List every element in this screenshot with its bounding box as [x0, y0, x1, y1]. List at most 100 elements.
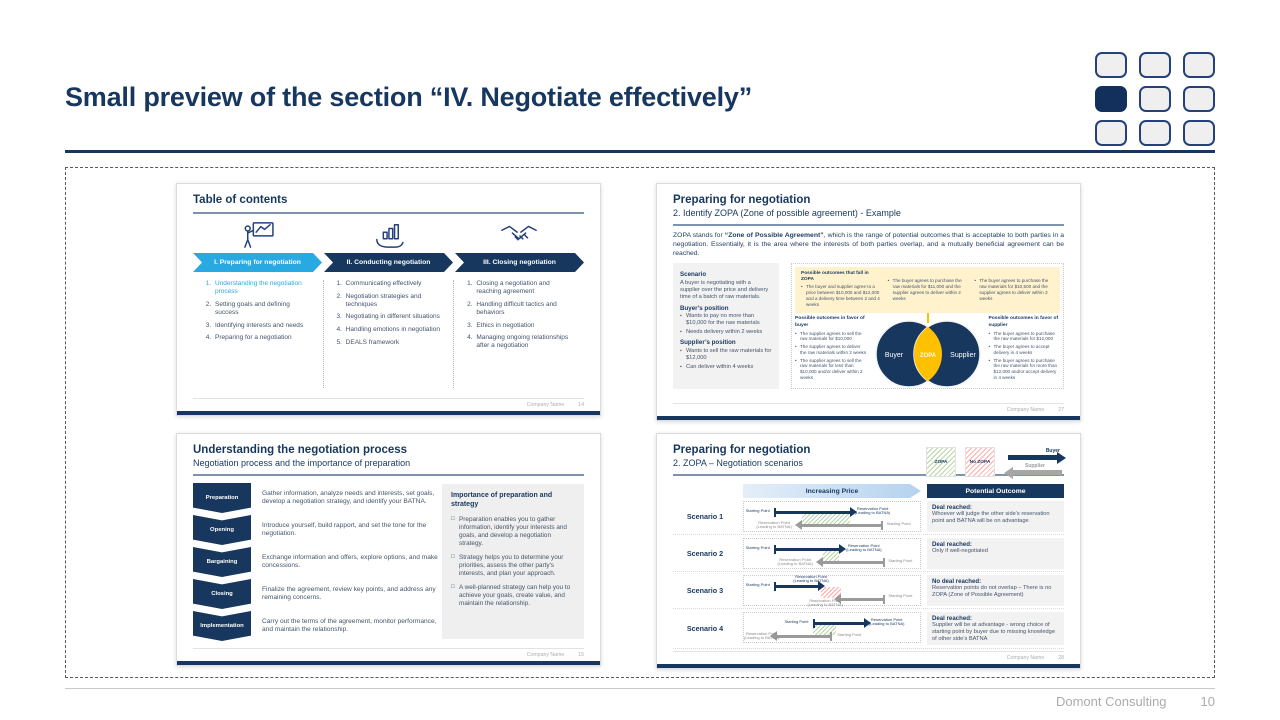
reservation-point-label: Reservation Point (Leading to BATNA) — [793, 573, 829, 584]
mini-slide-footer: Company Name 14 — [193, 398, 584, 408]
scenario-title: Scenario — [680, 271, 707, 279]
stage-desc: Introduce yourself, build rapport, and s… — [262, 521, 427, 537]
toc-banner-row: I. Preparing for negotiation II. Conduct… — [193, 253, 584, 272]
grid-cell — [1139, 120, 1171, 146]
buyer-arrow — [773, 507, 857, 517]
zopa-bullet: The buyer and supplier agree to a price … — [801, 284, 881, 307]
reservation-point-label: Reservation Point (Leading to BATNA) — [854, 505, 891, 516]
preview-slide-scenarios[interactable]: Preparing for negotiation 2. ZOPA – Nego… — [656, 433, 1081, 669]
stage-desc: Exchange information and offers, explore… — [262, 553, 438, 569]
list-item: Negotiating in different situations — [344, 313, 445, 321]
supplier-arrow — [833, 594, 885, 604]
buyer-position-title: Buyer’s position — [680, 304, 729, 312]
legend-zopa-swatch: ZOPA — [926, 447, 956, 477]
stage-row: Closing Finalize the agreement, review k… — [193, 579, 584, 609]
preview-slide-zopa-example[interactable]: Preparing for negotiation 2. Identify ZO… — [656, 183, 1081, 421]
outcome-box: No deal reached: Reservation points do no… — [927, 574, 1064, 606]
stage-row: Bargaining Exchange information and offe… — [193, 547, 584, 577]
handshake-icon — [500, 225, 537, 241]
grid-cell — [1139, 86, 1171, 112]
supplier-arrow — [770, 631, 832, 641]
list-item: The buyer agrees to purchase the raw mat… — [989, 331, 1061, 342]
zopa-divider — [673, 224, 1064, 226]
scenario-row-3: Scenario 3 Starting Point Reservation Po… — [673, 572, 1064, 609]
zopa-overlap-green — [802, 512, 850, 524]
zopa-bullet-col-2: The buyer agrees to purchase the raw mat… — [888, 271, 968, 309]
mini-slide-footer: Company Name 27 — [673, 403, 1064, 413]
scenario-row-4: Scenario 4 Starting Point Reservation Po… — [673, 609, 1064, 649]
list-item: Understanding the negotiation process — [213, 280, 314, 296]
stage-desc: Finalize the agreement, review key point… — [262, 585, 436, 601]
company-name: Company Name — [526, 652, 565, 658]
scenario-diagram: Starting Point Reservation Point (Leading… — [743, 573, 921, 607]
reservation-point-label: Reservation Point (Leading to BATNA) — [777, 556, 813, 567]
zopa-bullet: The buyer agrees to purchase the raw mat… — [888, 278, 968, 301]
preview-slide-toc[interactable]: Table of contents — [176, 183, 601, 416]
scenario-table-header: Increasing Price Potential Outcome — [673, 484, 1064, 498]
supplier-position-title: Supplier’s position — [680, 339, 736, 347]
starting-point-label: Starting Point — [784, 618, 809, 624]
grid-cell — [1095, 120, 1127, 146]
zopa-title: Preparing for negotiation — [673, 194, 811, 206]
grid-cell — [1139, 52, 1171, 78]
potential-outcome-header: Potential Outcome — [927, 484, 1064, 498]
buyer-arrow — [773, 544, 847, 554]
stage-row: Preparation Gather information, analyze … — [193, 483, 584, 513]
banner-preparing: I. Preparing for negotiation — [193, 253, 322, 272]
stage-row: Opening Introduce yourself, build rappor… — [193, 515, 584, 545]
list-item: Can deliver within 4 weeks — [680, 364, 772, 371]
list-item: Preparation enables you to gather inform… — [451, 516, 575, 548]
company-name: Company Name — [1006, 407, 1045, 413]
footer-company: Domont Consulting — [1055, 694, 1167, 709]
list-item: Preparing for a negotiation — [213, 334, 314, 342]
zopa-bullet-col-1: Possible outcomes that fall in ZOPA The … — [801, 271, 881, 309]
stage-chevron-implementation: Implementation — [193, 611, 251, 641]
banner-closing: III. Closing negotiation — [455, 253, 584, 272]
list-item: The supplier agrees to sell the raw mate… — [795, 331, 867, 342]
list-item: The supplier agrees to deliver the raw m… — [795, 344, 867, 355]
list-item: A well-planned strategy can help you to … — [451, 584, 575, 608]
company-name: Company Name — [526, 402, 565, 408]
favor-supplier-box: Possible outcomes in favor of supplier T… — [989, 316, 1061, 390]
company-name: Company Name — [1006, 655, 1045, 661]
mini-page-number: 14 — [578, 402, 584, 408]
mini-slide-footer: Company Name 15 — [193, 648, 584, 658]
scenario-label: Scenario 4 — [686, 623, 724, 633]
list-item: The buyer agrees to purchase the raw mat… — [989, 358, 1061, 381]
zopa-venn-diagram: Buyer ZOPA Supplier — [872, 313, 984, 390]
stage-desc: Carry out the terms of the agreement, mo… — [262, 617, 437, 633]
zopa-middle-row: Possible outcomes in favor of buyer The … — [795, 313, 1061, 390]
scenario-legend: ZOPA No ZOPA Buyer Supplier — [926, 447, 1066, 479]
venn-buyer-label: Buyer — [884, 352, 903, 359]
preview-slide-process[interactable]: Understanding the negotiation process Ne… — [176, 433, 601, 666]
toc-column-1: Understanding the negotiation process Set… — [193, 280, 323, 388]
legend-buyer-label: Buyer — [1045, 448, 1060, 454]
grid-cell — [1095, 52, 1127, 78]
legend-no-zopa-swatch: No ZOPA — [965, 447, 995, 477]
reservation-point-label: Reservation Point (Leading to BATNA) — [744, 630, 780, 641]
supplier-arrow — [795, 520, 884, 530]
outcome-box: Deal reached: Only if well-negotiated — [927, 537, 1064, 569]
importance-list: Preparation enables you to gather inform… — [451, 516, 575, 608]
preview-dashed-container: Table of contents — [65, 167, 1215, 678]
process-stages: Preparation Gather information, analyze … — [193, 483, 584, 641]
starting-point-label: Starting Point — [745, 544, 770, 550]
mini-page-number: 15 — [578, 652, 584, 658]
venn-zopa-label: ZOPA — [919, 353, 936, 359]
reservation-point-label: Reservation Point (Leading to BATNA) — [756, 519, 792, 530]
mini-page-number: 27 — [1058, 407, 1064, 413]
scenario-label: Scenario 3 — [686, 585, 724, 595]
zopa-intro: ZOPA stands for “Zone of Possible Agreem… — [673, 232, 1065, 257]
process-title: Understanding the negotiation process — [193, 444, 408, 456]
outcome-box: Deal reached: Supplier will be at advanta… — [927, 611, 1064, 646]
list-item: Managing ongoing relationships after a n… — [474, 334, 575, 350]
reservation-point-label: Reservation Point (Leading to BATNA) — [868, 616, 905, 627]
favor-buyer-title: Possible outcomes in favor of buyer — [795, 316, 865, 328]
zopa-bullet: The buyer agrees to purchase the raw mat… — [974, 278, 1054, 301]
list-item: The supplier agrees to sell the raw mate… — [795, 358, 867, 381]
list-item: Wants to sell the raw materials for $12,… — [680, 348, 772, 362]
scenario-diagram: Starting Point Reservation Point (Leading… — [743, 537, 921, 569]
stage-chevron-closing: Closing — [193, 579, 251, 609]
zopa-yellow-box: Possible outcomes that fall in ZOPA The … — [795, 267, 1060, 314]
list-item: Wants to pay no more than $10,000 for th… — [680, 313, 772, 327]
